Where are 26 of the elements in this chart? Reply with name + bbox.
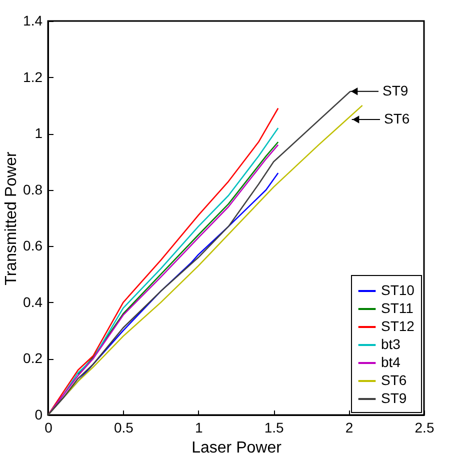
y-tick-label: 1.2	[23, 68, 43, 85]
legend-label: ST9	[381, 390, 407, 406]
x-tick-label: 2.5	[414, 420, 434, 436]
y-tick-label: 0.6	[23, 238, 43, 254]
legend-label: ST11	[381, 300, 414, 316]
x-tick-label: 1.5	[264, 420, 284, 436]
x-tick-label: 0	[44, 420, 53, 436]
line-series	[77, 141, 279, 375]
y-tick-label: 1	[34, 125, 43, 142]
y-tick-label: 0.2	[23, 350, 43, 366]
annotation: ST9	[382, 82, 408, 98]
x-tick-label: 1	[195, 420, 203, 436]
y-axis-title: Transmitted Power	[3, 150, 20, 286]
legend-label: bt3	[381, 336, 401, 352]
y-tick-label: 1.4	[23, 12, 43, 28]
x-tick-label: 2	[345, 420, 354, 436]
y-tick-label: 0	[34, 406, 43, 422]
x-tick-label: 0.5	[114, 420, 134, 436]
x-axis-title: Laser Power	[192, 440, 282, 453]
legend-label: ST12	[381, 318, 415, 334]
legend-label: ST6	[381, 372, 407, 388]
y-tick-label: 0.8	[23, 181, 43, 198]
annotation: ST6	[384, 110, 410, 126]
legend-label: bt4	[381, 354, 401, 370]
legend-label: ST10	[381, 282, 415, 298]
y-tick-label: 0.4	[23, 294, 43, 310]
